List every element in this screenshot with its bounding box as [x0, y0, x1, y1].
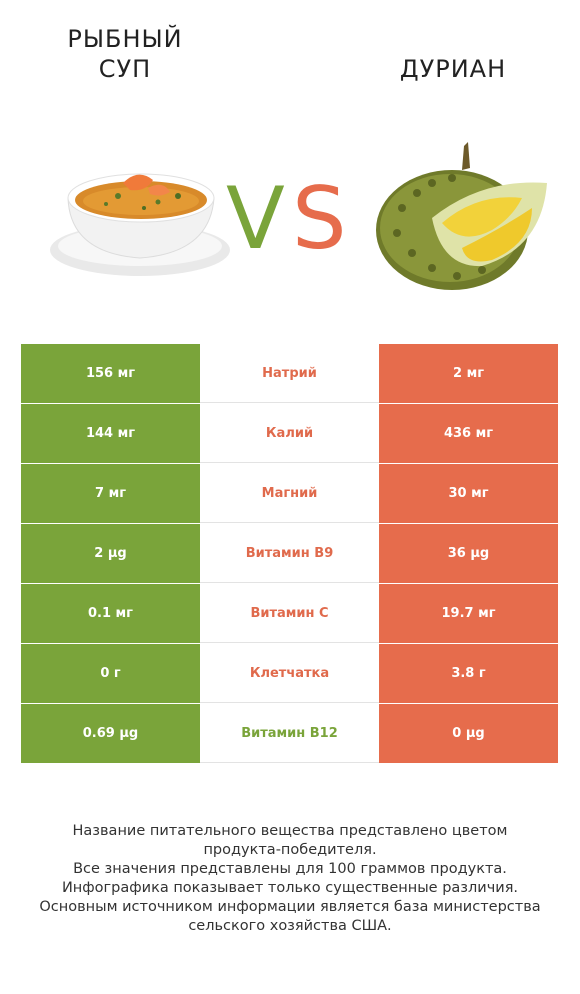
table-row: 2 µg Витамин B9 36 µg: [21, 524, 558, 583]
vs-label: V S: [226, 169, 347, 258]
footer-line: продукта-победителя.: [203, 842, 377, 858]
table-row: 7 мг Магний 30 мг: [21, 464, 558, 523]
nutrient-name: Калий: [200, 404, 379, 463]
nutrient-name: Витамин C: [200, 584, 379, 643]
footer-line: Основным источником информации является …: [39, 899, 541, 915]
footer-line: Инфографика показывает только существенн…: [61, 880, 519, 896]
left-value: 0 г: [21, 644, 200, 703]
left-value: 0.69 µg: [21, 704, 200, 763]
right-value: 19.7 мг: [379, 584, 558, 643]
right-value: 30 мг: [379, 464, 558, 523]
footer-line: Название питательного вещества представл…: [72, 823, 508, 839]
vs-s-letter: S: [292, 169, 347, 258]
nutrient-name: Витамин B9: [200, 524, 379, 583]
right-value: 436 мг: [379, 404, 558, 463]
right-product-title: ДУРИАН: [399, 55, 507, 83]
footer-line: сельского хозяйства США.: [188, 918, 392, 934]
nutrient-name: Клетчатка: [200, 644, 379, 703]
nutrient-name: Витамин B12: [200, 704, 379, 763]
table-row: 156 мг Натрий 2 мг: [21, 344, 558, 403]
right-value: 36 µg: [379, 524, 558, 583]
footer-notes: Название питательного вещества представл…: [10, 822, 570, 936]
table-row: 0.69 µg Витамин B12 0 µg: [21, 704, 558, 763]
table-row: 0.1 мг Витамин C 19.7 мг: [21, 584, 558, 643]
table-row: 0 г Клетчатка 3.8 г: [21, 644, 558, 703]
left-value: 0.1 мг: [21, 584, 200, 643]
fish-soup-image: [50, 173, 230, 276]
table-row: 144 мг Калий 436 мг: [21, 404, 558, 463]
left-value: 7 мг: [21, 464, 200, 523]
footer-line: Все значения представлены для 100 граммо…: [73, 861, 507, 877]
left-value: 156 мг: [21, 344, 200, 403]
right-value: 3.8 г: [379, 644, 558, 703]
vs-v-letter: V: [226, 169, 285, 258]
right-value: 2 мг: [379, 344, 558, 403]
right-value: 0 µg: [379, 704, 558, 763]
nutrient-name: Натрий: [200, 344, 379, 403]
durian-image: [376, 142, 547, 290]
left-product-title: РЫБНЫЙ СУП: [67, 25, 183, 83]
left-value: 2 µg: [21, 524, 200, 583]
nutrient-name: Магний: [200, 464, 379, 523]
comparison-table: 156 мг Натрий 2 мг 144 мг Калий 436 мг 7 мг Маг…: [21, 344, 558, 764]
left-value: 144 мг: [21, 404, 200, 463]
